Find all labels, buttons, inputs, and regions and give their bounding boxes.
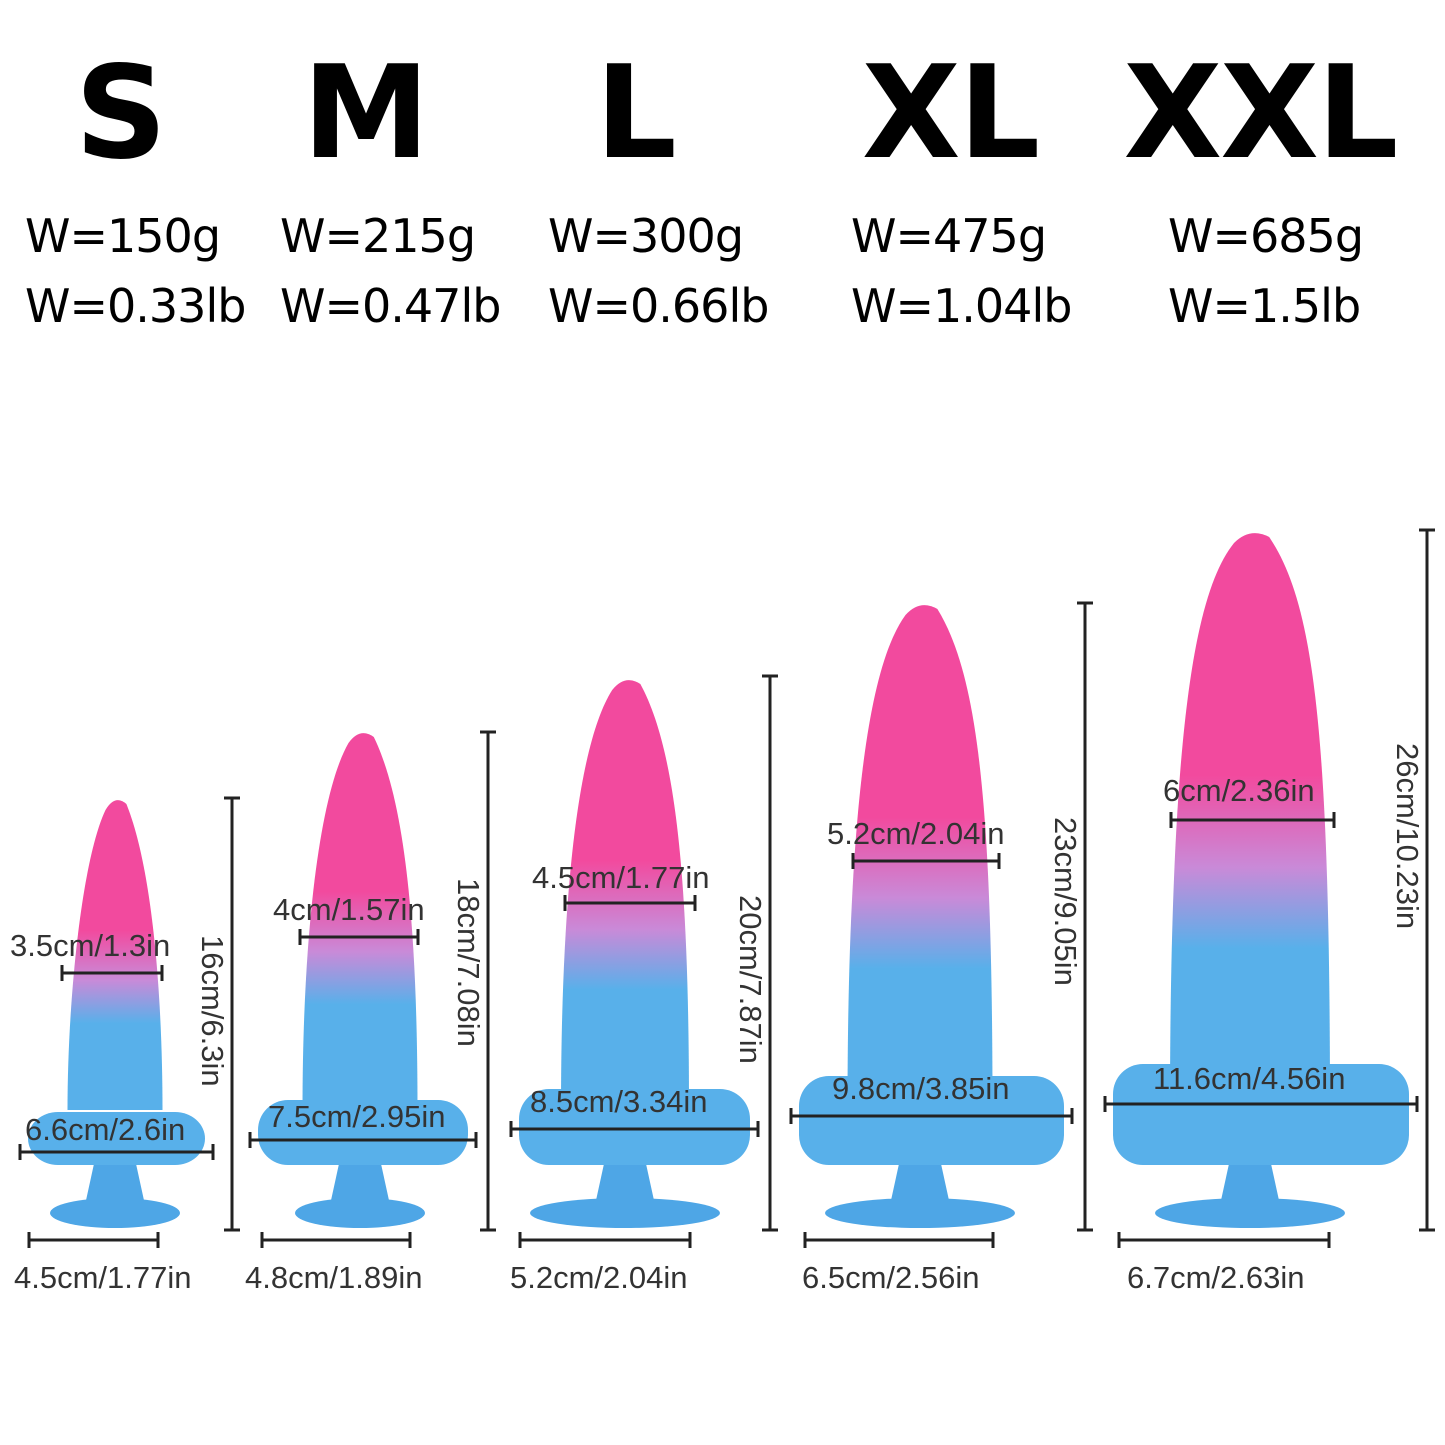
base-width-label: 8.5cm/3.34in [530, 1084, 708, 1119]
height-label: 23cm/9.05in [1048, 817, 1083, 986]
weight-grams: W=300g [548, 209, 744, 263]
suction-cup [825, 1198, 1015, 1228]
product-shaft [847, 605, 993, 1110]
weight-pounds: W=1.5lb [1168, 279, 1361, 333]
suction-width-label: 4.8cm/1.89in [245, 1260, 423, 1295]
suction-cup [50, 1198, 180, 1228]
weight-pounds: W=1.04lb [851, 279, 1072, 333]
base-width-label: 7.5cm/2.95in [268, 1099, 446, 1134]
girth-label: 4.5cm/1.77in [532, 860, 710, 895]
weight-pounds: W=0.47lb [280, 279, 501, 333]
product-base [519, 1089, 750, 1165]
size-label: XL [861, 39, 1040, 188]
suction-cup [1155, 1198, 1345, 1228]
height-label: 20cm/7.87in [733, 895, 768, 1064]
base-width-label: 9.8cm/3.85in [832, 1071, 1010, 1106]
weight-pounds: W=0.66lb [548, 279, 769, 333]
weight-pounds: W=0.33lb [25, 279, 246, 333]
product-shaft [302, 733, 418, 1110]
suction-width-label: 5.2cm/2.04in [510, 1260, 688, 1295]
weight-grams: W=150g [25, 209, 221, 263]
base-width-label: 11.6cm/4.56in [1153, 1061, 1346, 1096]
girth-label: 3.5cm/1.3in [10, 928, 171, 963]
suction-cup [295, 1198, 425, 1228]
girth-label: 4cm/1.57in [273, 892, 425, 927]
weight-grams: W=215g [280, 209, 476, 263]
suction-width-label: 4.5cm/1.77in [14, 1260, 192, 1295]
weight-grams: W=475g [851, 209, 1047, 263]
suction-width-label: 6.5cm/2.56in [802, 1260, 980, 1295]
base-width-label: 6.6cm/2.6in [25, 1112, 186, 1147]
product-shaft [1170, 533, 1330, 1110]
weight-grams: W=685g [1168, 209, 1364, 263]
suction-cup [530, 1198, 720, 1228]
product-shaft [561, 680, 689, 1110]
suction-width-label: 6.7cm/2.63in [1127, 1260, 1305, 1295]
size-label: M [302, 39, 429, 188]
product-base [258, 1100, 468, 1165]
product-base [799, 1076, 1064, 1165]
product-base [1113, 1064, 1409, 1165]
size-label: L [595, 39, 677, 188]
height-label: 18cm/7.08in [451, 878, 486, 1047]
size-label: S [74, 39, 167, 188]
size-label: XXL [1123, 39, 1399, 188]
girth-label: 6cm/2.36in [1163, 773, 1315, 808]
height-label: 16cm/6.3in [195, 935, 230, 1087]
girth-label: 5.2cm/2.04in [827, 816, 1005, 851]
height-label: 26cm/10.23in [1390, 743, 1425, 930]
product-shaft [67, 800, 163, 1110]
